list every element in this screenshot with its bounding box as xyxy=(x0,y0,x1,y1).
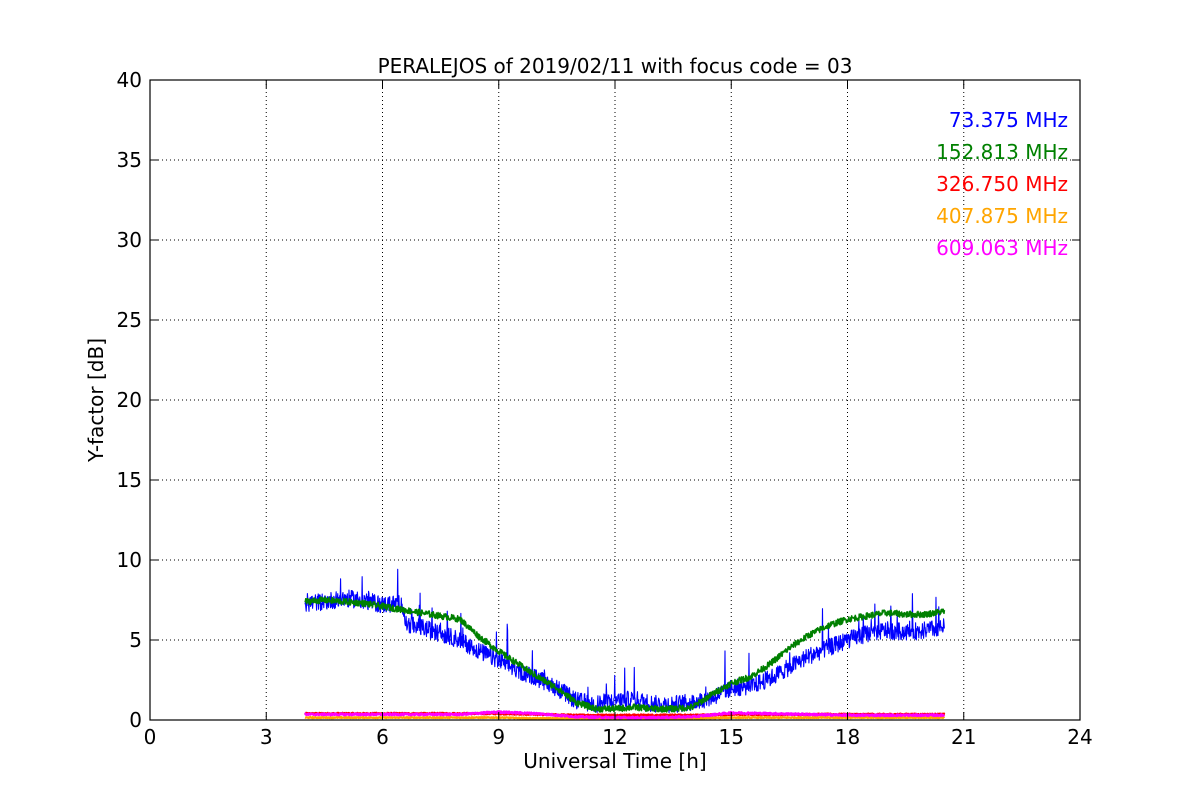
series-layer xyxy=(304,568,946,720)
series-line-5 xyxy=(304,710,946,720)
legend-entry-5: 609.063 MHz xyxy=(936,236,1068,260)
y-tick-label: 15 xyxy=(117,468,142,492)
chart-title: PERALEJOS of 2019/02/11 with focus code … xyxy=(378,54,853,78)
x-tick-label: 12 xyxy=(602,725,627,749)
y-tick-label: 0 xyxy=(129,708,142,732)
legend-entry-2: 152.813 MHz xyxy=(936,140,1068,164)
legend: 73.375 MHz 152.813 MHz 326.750 MHz 407.875 … xyxy=(936,108,1068,260)
y-tick-label: 30 xyxy=(117,228,142,252)
y-tick-label: 40 xyxy=(117,68,142,92)
legend-entry-4: 407.875 MHz xyxy=(936,204,1068,228)
series-line-1 xyxy=(304,568,945,714)
tick-layer: 0 3 6 9 12 15 18 21 24 0 5 10 15 20 25 30 35 40 xyxy=(117,68,1093,749)
legend-entry-1: 73.375 MHz xyxy=(949,108,1068,132)
y-tick-label: 10 xyxy=(117,548,142,572)
x-tick-label: 15 xyxy=(719,725,744,749)
y-tick-label: 20 xyxy=(117,388,142,412)
x-tick-label: 3 xyxy=(260,725,273,749)
legend-entry-3: 326.750 MHz xyxy=(936,172,1068,196)
x-tick-label: 21 xyxy=(951,725,976,749)
y-axis-label: Y-factor [dB] xyxy=(84,338,108,463)
x-tick-label: 9 xyxy=(492,725,505,749)
x-tick-label: 24 xyxy=(1067,725,1092,749)
y-tick-label: 25 xyxy=(117,308,142,332)
y-tick-label: 5 xyxy=(129,628,142,652)
x-tick-label: 0 xyxy=(144,725,157,749)
x-tick-label: 18 xyxy=(835,725,860,749)
series-line-2 xyxy=(304,596,946,713)
y-tick-label: 35 xyxy=(117,148,142,172)
x-axis-label: Universal Time [h] xyxy=(523,749,706,773)
x-tick-label: 6 xyxy=(376,725,389,749)
